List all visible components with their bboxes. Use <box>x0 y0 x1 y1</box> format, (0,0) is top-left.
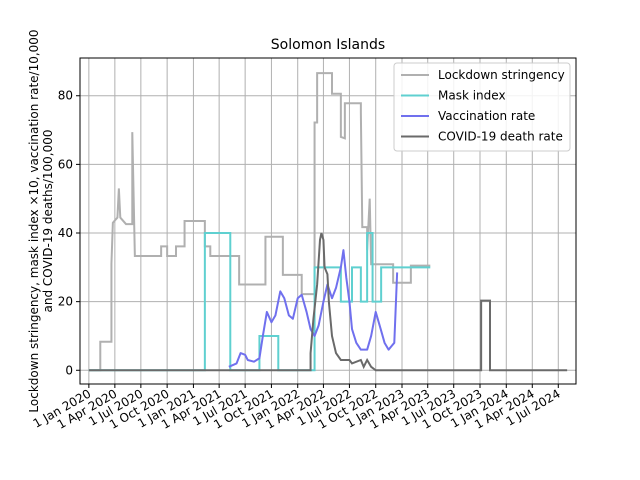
plot-frame <box>79 57 577 385</box>
legend-label: Lockdown stringency <box>438 68 565 82</box>
series-line-3 <box>228 249 399 368</box>
legend-box <box>393 62 571 152</box>
legend-label: Vaccination rate <box>438 109 535 123</box>
y-axis: 0 20 40 60 80 <box>58 89 80 377</box>
legend-label: Mask index <box>438 89 506 103</box>
y-tick-label: 40 <box>58 226 73 240</box>
y-tick-label: 20 <box>58 295 73 309</box>
y-axis-label-line-2: and COVID-19 deaths/100,000 <box>41 130 55 313</box>
series-layer <box>88 72 568 372</box>
chart-title: Solomon Islands <box>271 37 385 53</box>
legend: Lockdown stringency Mask index Vaccination… <box>393 62 571 152</box>
y-tick-label: 80 <box>58 89 73 103</box>
y-tick-label: 60 <box>58 157 73 171</box>
series-line-1 <box>88 72 431 372</box>
series-line-4 <box>88 232 568 372</box>
legend-label: COVID-19 death rate <box>438 130 563 144</box>
y-axis-label-line-1: Lockdown stringency, mask index ×10, vac… <box>27 29 41 412</box>
y-tick-label: 0 <box>65 363 73 377</box>
